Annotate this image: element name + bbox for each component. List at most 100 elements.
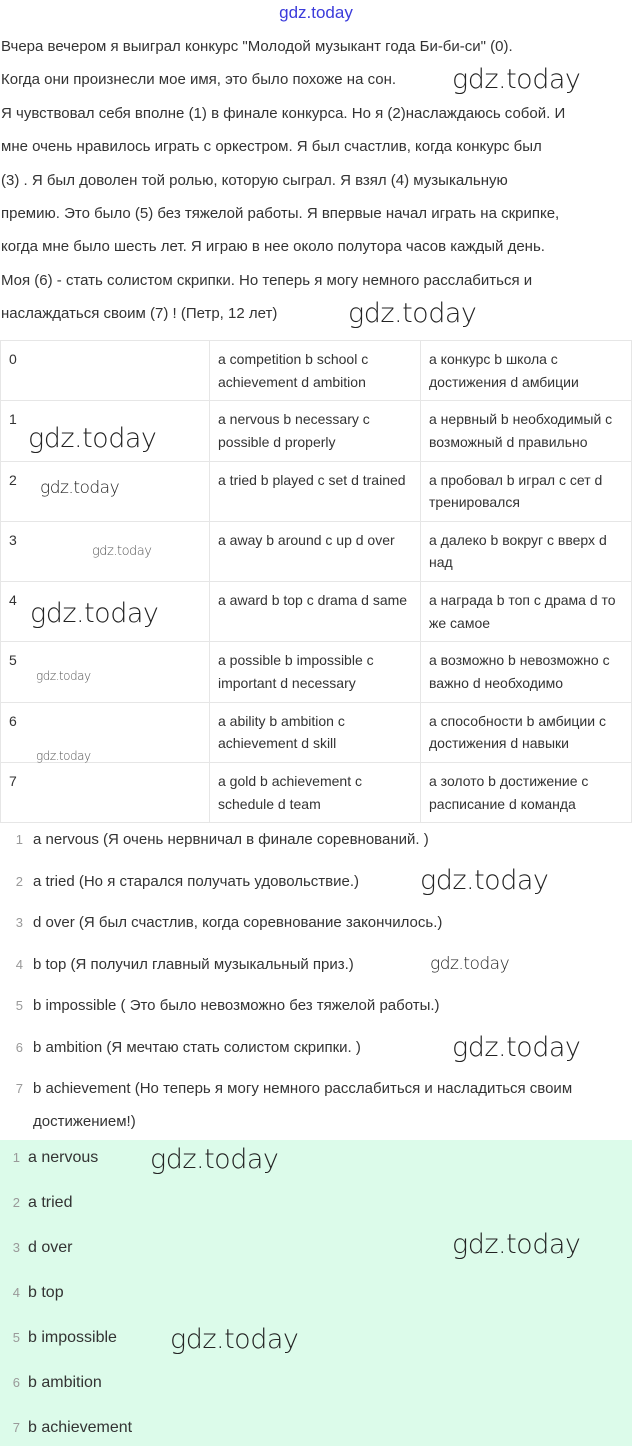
list-item: 7 b achievement bbox=[0, 1411, 632, 1456]
watermark: gdz.today bbox=[30, 598, 159, 629]
item-number: 1 bbox=[12, 1150, 20, 1165]
russian-options-cell: a пробовал b играл c сет d тренировался bbox=[420, 460, 632, 522]
short-answers-list: 1 a nervous 2 a tried 3 d over 4 b top 5 b imposs… bbox=[0, 1141, 632, 1456]
list-item: 2 a tried (Но я старался получать удоволь… bbox=[0, 865, 632, 898]
watermark: gdz.today bbox=[150, 1144, 279, 1175]
item-number: 2 bbox=[15, 873, 23, 889]
english-options-cell: a possible b impossible c important d ne… bbox=[209, 641, 421, 703]
watermark: gdz.today bbox=[452, 1032, 581, 1063]
english-options-cell: a award b top c drama d same bbox=[209, 581, 421, 643]
english-options-cell: a competition b school c achievement d a… bbox=[209, 339, 421, 402]
passage-line: когда мне было шесть лет. Я играю в нее … bbox=[1, 238, 545, 256]
question-number-cell: 7 bbox=[0, 762, 210, 824]
item-number: 5 bbox=[12, 1330, 20, 1345]
watermark: gdz.today bbox=[40, 478, 120, 498]
item-number: 3 bbox=[15, 915, 23, 930]
list-item: 1 a nervous (Я очень нервничал в финале с… bbox=[0, 823, 632, 856]
item-number: 6 bbox=[15, 1039, 23, 1055]
russian-options-cell: a нервный b необходимый c возможный d пр… bbox=[420, 400, 632, 462]
item-number: 6 bbox=[12, 1375, 20, 1390]
russian-options-cell: a золото b достижение c расписание d ком… bbox=[420, 762, 632, 824]
watermark: gdz.today bbox=[430, 954, 510, 974]
item-text: b ambition bbox=[28, 1374, 102, 1391]
list-item: 3 d over bbox=[0, 1231, 632, 1276]
item-text: b achievement bbox=[28, 1419, 133, 1436]
english-options-cell: a nervous b necessary c possible d prope… bbox=[209, 400, 421, 462]
question-number-cell: 5 bbox=[0, 641, 210, 703]
watermark: gdz.today bbox=[36, 669, 91, 683]
item-text: b ambition (Я мечтаю стать солистом скри… bbox=[33, 1038, 361, 1056]
item-text: d over (Я был счастлив, когда соревнован… bbox=[33, 914, 443, 931]
passage-line: Когда они произнесли мое имя, это было п… bbox=[1, 71, 397, 89]
watermark: gdz.today bbox=[28, 423, 157, 454]
passage-line: (3) . Я был доволен той ролью, которую с… bbox=[1, 171, 508, 189]
item-number: 7 bbox=[15, 1081, 23, 1096]
question-number-cell: 3 bbox=[0, 520, 210, 583]
passage-line: Моя (6) - стать солистом скрипки. Но теп… bbox=[1, 271, 533, 289]
list-item: 5 b impossible ( Это было невозможно без … bbox=[0, 989, 632, 1022]
list-item: 5 b impossible bbox=[0, 1321, 632, 1366]
russian-options-cell: a конкурс b школа c достижения d амбиции bbox=[420, 339, 632, 402]
item-number: 3 bbox=[12, 1240, 20, 1255]
watermark: gdz.today bbox=[36, 749, 91, 763]
english-options-cell: a gold b achievement c schedule d team bbox=[209, 762, 421, 824]
item-text: b impossible bbox=[28, 1329, 117, 1346]
english-options-cell: a ability b ambition c achievement d ski… bbox=[209, 701, 421, 764]
russian-options-cell: a способности b амбиции c достижения d н… bbox=[420, 701, 632, 764]
item-text: b top bbox=[28, 1284, 64, 1301]
item-text: b impossible ( Это было невозможно без т… bbox=[33, 997, 440, 1014]
top-watermark: gdz.today bbox=[279, 3, 353, 22]
item-number: 2 bbox=[12, 1195, 20, 1210]
russian-options-cell: a награда b топ c драма d то же самое bbox=[420, 581, 632, 643]
question-number-cell: 1 bbox=[0, 400, 210, 462]
passage-line: мне очень нравилось играть с оркестром. … bbox=[1, 138, 542, 156]
item-text: b achievement (Но теперь я могу немного … bbox=[33, 1080, 573, 1130]
item-number: 4 bbox=[15, 956, 23, 972]
watermark: gdz.today bbox=[92, 544, 152, 559]
item-text: a nervous (Я очень нервничал в финале со… bbox=[33, 831, 429, 848]
item-number: 7 bbox=[12, 1420, 20, 1435]
list-item: 1 a nervous bbox=[0, 1141, 632, 1186]
list-item: 4 b top bbox=[0, 1276, 632, 1321]
list-item: 7 b achievement (Но теперь я могу немного… bbox=[0, 1072, 632, 1138]
question-number-cell: 6 bbox=[0, 701, 210, 764]
watermark: gdz.today bbox=[452, 64, 581, 95]
item-text: a nervous bbox=[28, 1149, 99, 1166]
watermark: gdz.today bbox=[452, 1229, 581, 1260]
list-item: 6 b ambition bbox=[0, 1366, 632, 1411]
russian-options-cell: a далеко b вокруг c вверх d над bbox=[420, 520, 632, 583]
watermark: gdz.today bbox=[348, 298, 477, 329]
question-number-cell: 0 bbox=[0, 339, 210, 402]
question-number-cell: 2 bbox=[0, 460, 210, 522]
passage-line: Я чувствовал себя вполне (1) в финале ко… bbox=[1, 104, 566, 122]
answer-box bbox=[0, 1140, 632, 1446]
item-number: 1 bbox=[15, 832, 23, 847]
item-text: a tried (Но я старался получать удовольс… bbox=[33, 872, 360, 890]
item-text: a tried bbox=[28, 1194, 73, 1211]
item-text: d over bbox=[28, 1239, 73, 1256]
passage-line: Вчера вечером я выиграл конкурс "Молодой… bbox=[1, 38, 513, 55]
watermark: gdz.today bbox=[420, 865, 549, 896]
watermark: gdz.today bbox=[170, 1324, 299, 1355]
list-item: 6 b ambition (Я мечтаю стать солистом скр… bbox=[0, 1031, 632, 1064]
list-item: 4 b top (Я получил главный музыкальный пр… bbox=[0, 948, 632, 981]
list-item: 3 d over (Я был счастлив, когда соревнова… bbox=[0, 906, 632, 939]
list-item: 2 a tried bbox=[0, 1186, 632, 1231]
english-options-cell: a away b around c up d over bbox=[209, 520, 421, 583]
item-number: 5 bbox=[15, 998, 23, 1013]
passage: Вчера вечером я выиграл конкурс "Молодой… bbox=[1, 30, 631, 331]
passage-line: премию. Это было (5) без тяжелой работы.… bbox=[1, 205, 560, 223]
passage-line: наслаждаться своим (7) ! (Петр, 12 лет) bbox=[1, 305, 278, 323]
translated-answers-list: 1 a nervous (Я очень нервничал в финале с… bbox=[0, 823, 632, 1147]
item-number: 4 bbox=[12, 1285, 20, 1300]
item-text: b top (Я получил главный музыкальный при… bbox=[33, 955, 354, 973]
